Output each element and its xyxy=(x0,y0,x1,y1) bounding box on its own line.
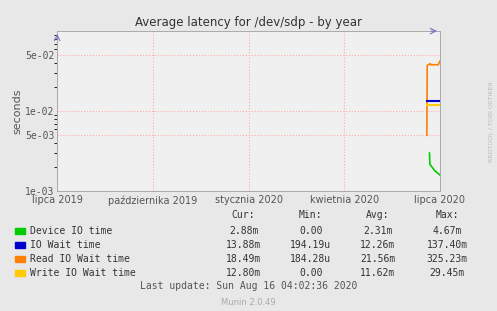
Text: Read IO Wait time: Read IO Wait time xyxy=(30,254,130,264)
Text: Munin 2.0.49: Munin 2.0.49 xyxy=(221,298,276,307)
Text: 0.00: 0.00 xyxy=(299,268,323,278)
Text: Write IO Wait time: Write IO Wait time xyxy=(30,268,136,278)
Text: 12.80m: 12.80m xyxy=(226,268,261,278)
Text: 13.88m: 13.88m xyxy=(226,240,261,250)
Y-axis label: seconds: seconds xyxy=(12,88,22,134)
Text: Cur:: Cur: xyxy=(232,210,255,220)
Text: 194.19u: 194.19u xyxy=(290,240,331,250)
Text: Avg:: Avg: xyxy=(366,210,390,220)
Text: Device IO time: Device IO time xyxy=(30,226,112,236)
Text: RRDTOOL / TOBI OETIKER: RRDTOOL / TOBI OETIKER xyxy=(489,81,494,162)
Text: 29.45m: 29.45m xyxy=(430,268,465,278)
Text: 325.23m: 325.23m xyxy=(427,254,468,264)
Text: 21.56m: 21.56m xyxy=(360,254,395,264)
Text: 2.88m: 2.88m xyxy=(229,226,258,236)
Text: 184.28u: 184.28u xyxy=(290,254,331,264)
Text: 137.40m: 137.40m xyxy=(427,240,468,250)
Text: 2.31m: 2.31m xyxy=(363,226,393,236)
Text: 0.00: 0.00 xyxy=(299,226,323,236)
Text: Min:: Min: xyxy=(299,210,323,220)
Text: 4.67m: 4.67m xyxy=(432,226,462,236)
Text: 18.49m: 18.49m xyxy=(226,254,261,264)
Text: Last update: Sun Aug 16 04:02:36 2020: Last update: Sun Aug 16 04:02:36 2020 xyxy=(140,281,357,291)
Title: Average latency for /dev/sdp - by year: Average latency for /dev/sdp - by year xyxy=(135,16,362,29)
Text: 11.62m: 11.62m xyxy=(360,268,395,278)
Text: Max:: Max: xyxy=(435,210,459,220)
Text: 12.26m: 12.26m xyxy=(360,240,395,250)
Text: IO Wait time: IO Wait time xyxy=(30,240,100,250)
